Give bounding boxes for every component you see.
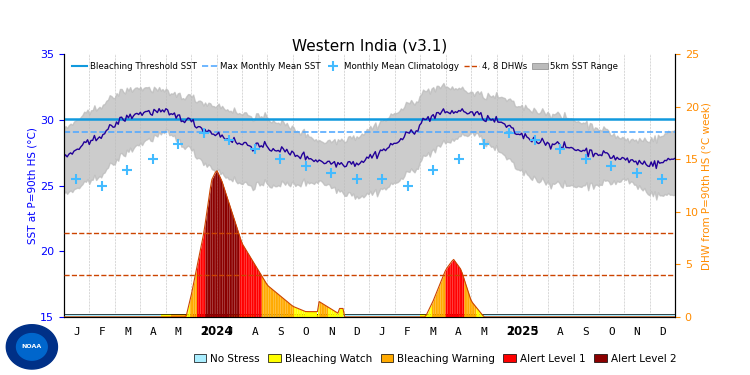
Text: NOAA: NOAA: [22, 344, 42, 350]
Title: Western India (v3.1): Western India (v3.1): [292, 38, 447, 53]
Legend: No Stress, Bleaching Watch, Bleaching Warning, Alert Level 1, Alert Level 2: No Stress, Bleaching Watch, Bleaching Wa…: [190, 350, 680, 368]
Polygon shape: [6, 325, 58, 369]
Polygon shape: [16, 334, 47, 360]
Legend: Bleaching Threshold SST, Max Monthly Mean SST, Monthly Mean Climatology, 4, 8 DH: Bleaching Threshold SST, Max Monthly Mea…: [68, 58, 622, 75]
Text: 2025: 2025: [506, 325, 538, 338]
Text: 2024: 2024: [200, 325, 232, 338]
Y-axis label: DHW from P=90th HS (°C week): DHW from P=90th HS (°C week): [702, 102, 712, 270]
Y-axis label: SST at P=90th HS (°C): SST at P=90th HS (°C): [27, 127, 38, 244]
